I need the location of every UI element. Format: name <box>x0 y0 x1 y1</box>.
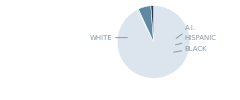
Legend: 92.5%, 5.7%, 1.2%, 0.6%: 92.5%, 5.7%, 1.2%, 0.6% <box>0 97 87 100</box>
Wedge shape <box>137 9 154 42</box>
Wedge shape <box>117 6 190 78</box>
Text: HISPANIC: HISPANIC <box>175 35 216 45</box>
Text: A.I.: A.I. <box>176 25 196 38</box>
Wedge shape <box>138 6 154 42</box>
Text: BLACK: BLACK <box>174 46 207 52</box>
Text: WHITE: WHITE <box>90 35 127 41</box>
Wedge shape <box>151 6 154 42</box>
